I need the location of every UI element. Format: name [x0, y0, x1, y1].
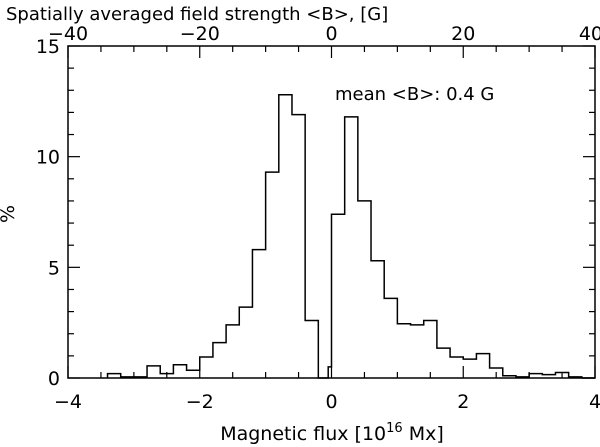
x-tick-label: 2 [457, 391, 469, 413]
x-axis-label-unit: Mx] [403, 423, 444, 445]
top-tick-label: −20 [180, 23, 220, 45]
x-axis-label: Magnetic flux [1016 Mx] [220, 421, 444, 445]
mean-annotation: mean <B>: 0.4 G [335, 84, 494, 105]
y-tick-label: 15 [36, 36, 60, 58]
top-tick-label: 40 [579, 23, 600, 45]
top-tick-label: −40 [48, 23, 88, 45]
top-tick-label: 20 [451, 23, 475, 45]
x-axis-label-main: Magnetic flux [10 [220, 423, 386, 445]
top-tick-label: 0 [325, 23, 337, 45]
x-tick-label: 4 [589, 391, 600, 413]
x-tick-label: −2 [186, 391, 214, 413]
top-axis-label: Spatially averaged field strength <B>, [… [6, 4, 388, 25]
x-tick-label: −4 [54, 391, 82, 413]
x-axis-label-exponent: 16 [386, 421, 403, 436]
y-tick-label: 10 [36, 147, 60, 169]
x-tick-label: 0 [325, 391, 337, 413]
y-axis-label: % [0, 205, 19, 223]
histogram-step-line [106, 93, 595, 379]
y-tick-label: 0 [48, 368, 60, 390]
y-tick-label: 5 [48, 257, 60, 279]
